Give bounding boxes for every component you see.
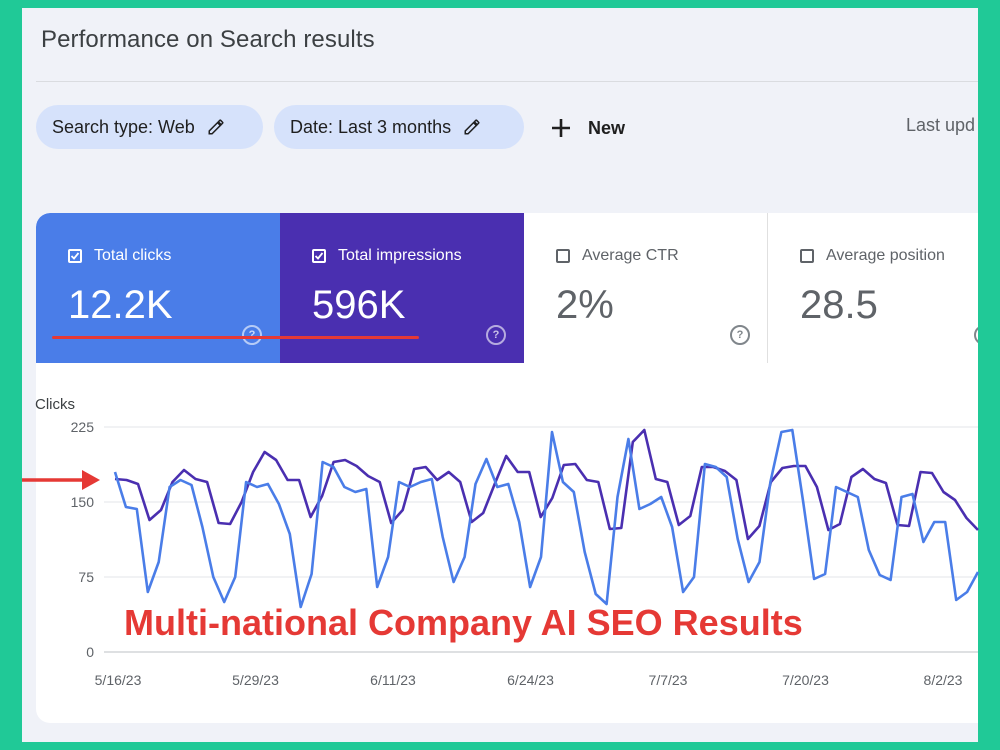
- x-tick-label: 6/11/23: [370, 672, 416, 688]
- x-tick-label: 7/20/23: [782, 672, 829, 688]
- last-updated-text: Last upd: [906, 115, 976, 135]
- x-tick-label: 5/29/23: [232, 672, 279, 688]
- metric-label: Average position: [826, 247, 945, 264]
- metric-label: Total impressions: [338, 247, 462, 264]
- y-tick-label: 75: [78, 569, 94, 585]
- x-tick-label: 6/24/23: [507, 672, 554, 688]
- new-filter-button[interactable]: New: [550, 113, 625, 143]
- y-tick-label: 150: [71, 494, 95, 510]
- divider: [36, 81, 978, 82]
- search-type-filter-chip[interactable]: Search type: Web: [36, 105, 263, 149]
- help-icon[interactable]: ?: [730, 325, 750, 345]
- date-filter-label: Date: Last 3 months: [290, 116, 452, 137]
- y-axis-title: Clicks: [35, 396, 75, 413]
- search-console-panel: Performance on Search results Search typ…: [22, 8, 978, 742]
- search-type-label: Search type: Web: [52, 116, 195, 137]
- metric-total-impressions[interactable]: Total impressions 596K ?: [280, 213, 524, 363]
- checkbox-checked-icon[interactable]: [312, 249, 326, 263]
- metric-average-ctr[interactable]: Average CTR 2% ?: [524, 213, 768, 363]
- help-icon[interactable]: ?: [242, 325, 262, 345]
- metric-average-position[interactable]: Average position 28.5 ?: [768, 213, 978, 363]
- x-tick-label: 5/16/23: [95, 672, 142, 688]
- x-tick-label: 8/2/23: [924, 672, 963, 688]
- red-arrow-head-icon: [82, 470, 100, 490]
- metric-value: 596K: [312, 283, 406, 327]
- x-tick-label: 7/7/23: [649, 672, 688, 688]
- checkbox-checked-icon[interactable]: [68, 249, 82, 263]
- y-tick-label: 225: [71, 419, 95, 435]
- metric-label: Total clicks: [94, 247, 172, 264]
- metric-label: Average CTR: [582, 247, 679, 264]
- series-line-1: [113, 428, 980, 609]
- metric-value: 28.5: [800, 283, 878, 327]
- checkbox-unchecked-icon[interactable]: [800, 249, 814, 263]
- highlight-underline: [52, 336, 419, 339]
- annotation-title: Multi-national Company AI SEO Results: [124, 602, 803, 643]
- metric-value: 12.2K: [68, 283, 173, 327]
- checkbox-unchecked-icon[interactable]: [556, 249, 570, 263]
- new-label: New: [588, 117, 626, 138]
- page-title: Performance on Search results: [41, 26, 375, 53]
- help-icon[interactable]: ?: [486, 325, 506, 345]
- pencil-icon: [207, 118, 225, 136]
- plus-icon: [550, 117, 572, 139]
- pencil-icon: [463, 118, 481, 136]
- metric-value: 2%: [556, 283, 614, 327]
- date-filter-chip[interactable]: Date: Last 3 months: [274, 105, 524, 149]
- y-tick-label: 0: [86, 644, 94, 660]
